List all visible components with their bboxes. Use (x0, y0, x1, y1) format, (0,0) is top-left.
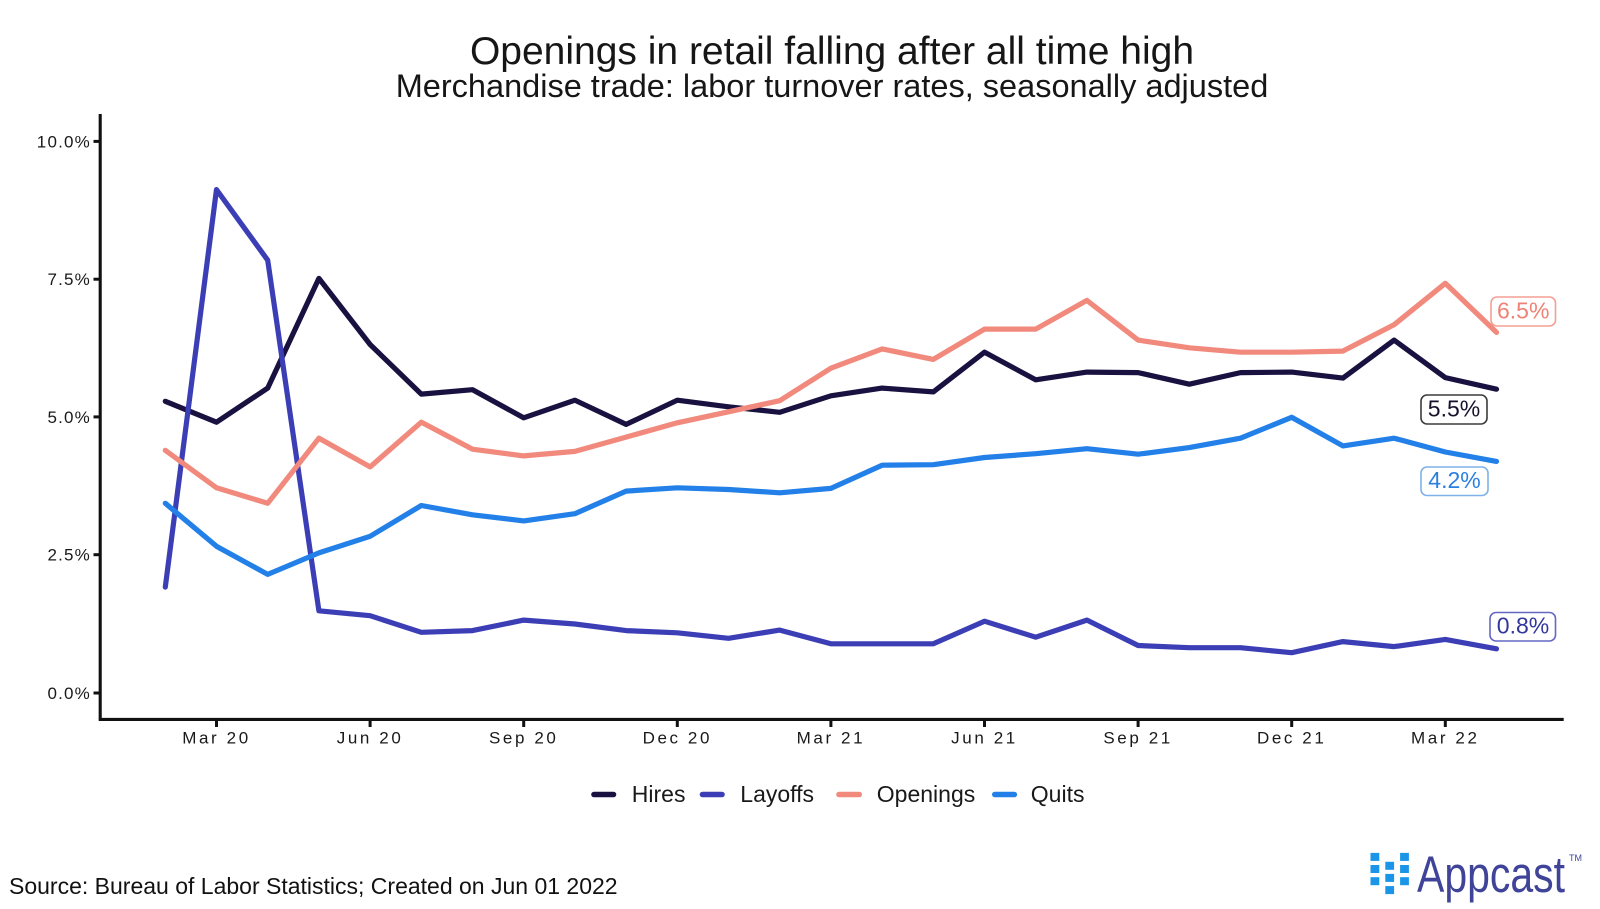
svg-text:Merchandise trade: labor turno: Merchandise trade: labor turnover rates,… (396, 68, 1269, 104)
svg-text:7.5%: 7.5% (47, 270, 91, 289)
svg-text:Openings in retail falling aft: Openings in retail falling after all tim… (470, 30, 1194, 73)
svg-text:TM: TM (1569, 853, 1582, 863)
svg-text:6.5%: 6.5% (1497, 298, 1549, 324)
svg-text:0.8%: 0.8% (1497, 613, 1549, 639)
svg-text:Openings: Openings (877, 781, 975, 807)
svg-text:Sep 20: Sep 20 (489, 729, 558, 748)
svg-text:Source: Bureau of Labor Statis: Source: Bureau of Labor Statistics; Crea… (9, 873, 618, 899)
svg-text:10.0%: 10.0% (37, 132, 91, 151)
svg-text:Dec 21: Dec 21 (1257, 729, 1326, 748)
svg-text:Mar 20: Mar 20 (182, 729, 251, 748)
svg-text:4.2%: 4.2% (1428, 467, 1480, 493)
svg-text:Mar 22: Mar 22 (1411, 729, 1480, 748)
svg-text:Mar 21: Mar 21 (797, 729, 866, 748)
svg-text:Sep 21: Sep 21 (1103, 729, 1172, 748)
svg-text:Quits: Quits (1031, 781, 1085, 807)
svg-text:Hires: Hires (632, 781, 686, 807)
svg-text:Appcast: Appcast (1417, 846, 1565, 903)
svg-text:5.5%: 5.5% (1428, 396, 1480, 422)
svg-text:Dec 20: Dec 20 (643, 729, 712, 748)
svg-text:Jun 21: Jun 21 (951, 729, 1018, 748)
svg-text:Jun 20: Jun 20 (337, 729, 404, 748)
svg-text:2.5%: 2.5% (47, 546, 91, 565)
svg-text:0.0%: 0.0% (47, 684, 91, 703)
svg-text:Layoffs: Layoffs (740, 781, 814, 807)
svg-text:5.0%: 5.0% (47, 408, 91, 427)
